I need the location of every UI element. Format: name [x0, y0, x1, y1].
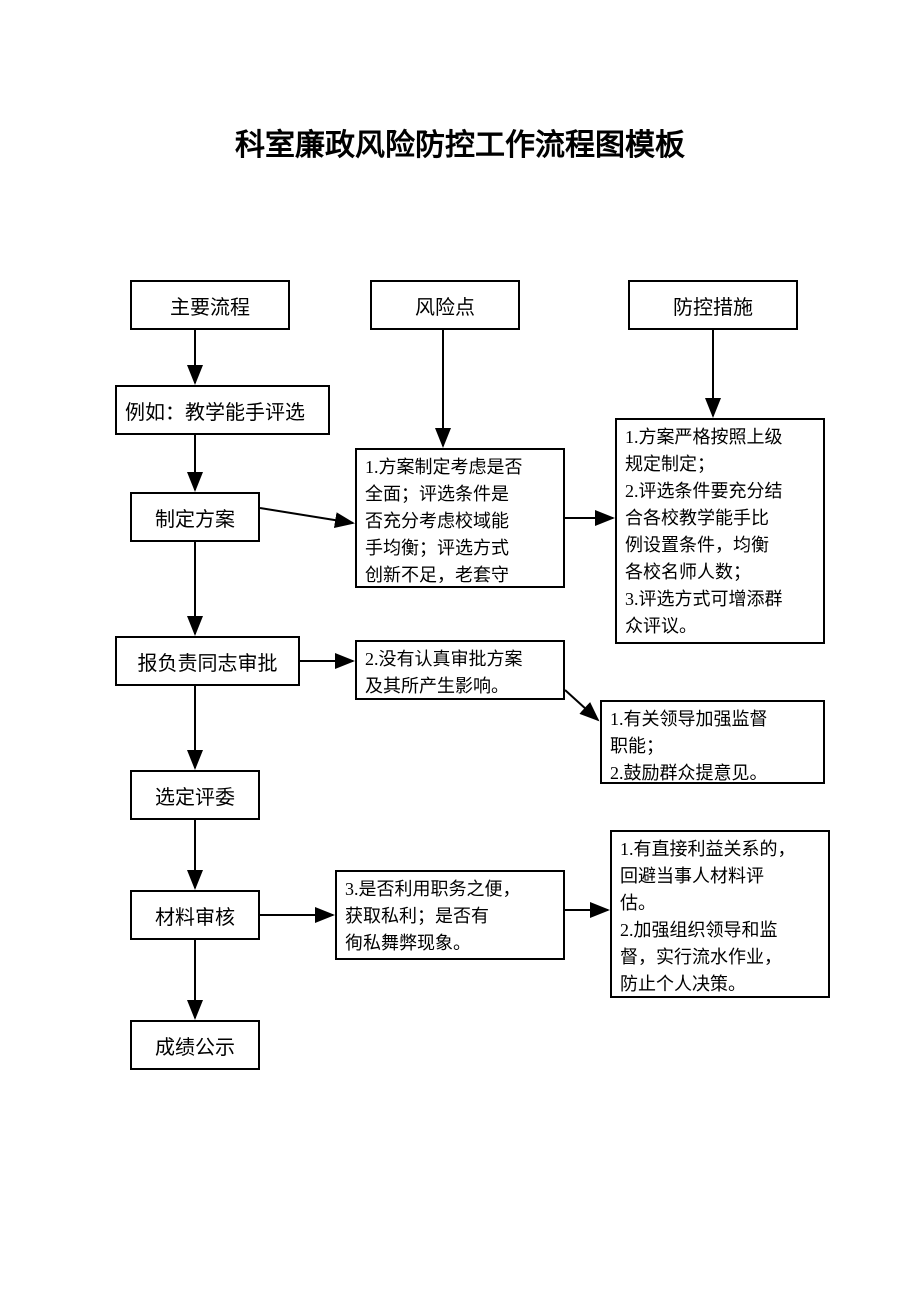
- header-risk: 风险点: [370, 280, 520, 330]
- process-step-6: 成绩公示: [130, 1020, 260, 1070]
- risk-3: 3.是否利用职务之便， 获取私利；是否有 徇私舞弊现象。: [335, 870, 565, 960]
- header-process: 主要流程: [130, 280, 290, 330]
- risk-1: 1.方案制定考虑是否 全面；评选条件是 否充分考虑校域能 手均衡；评选方式 创新…: [355, 448, 565, 588]
- process-step-1: 例如：教学能手评选: [115, 385, 330, 435]
- control-1: 1.方案严格按照上级 规定制定； 2.评选条件要充分结 合各校教学能手比 例设置…: [615, 418, 825, 644]
- control-3: 1.有直接利益关系的， 回避当事人材料评 估。 2.加强组织领导和监 督，实行流…: [610, 830, 830, 998]
- control-2: 1.有关领导加强监督 职能； 2.鼓励群众提意见。: [600, 700, 825, 784]
- risk-2: 2.没有认真审批方案 及其所产生影响。: [355, 640, 565, 700]
- process-step-2: 制定方案: [130, 492, 260, 542]
- header-control: 防控措施: [628, 280, 798, 330]
- process-step-5: 材料审核: [130, 890, 260, 940]
- process-step-3: 报负责同志审批: [115, 636, 300, 686]
- process-step-4: 选定评委: [130, 770, 260, 820]
- page-title: 科室廉政风险防控工作流程图模板: [0, 120, 920, 164]
